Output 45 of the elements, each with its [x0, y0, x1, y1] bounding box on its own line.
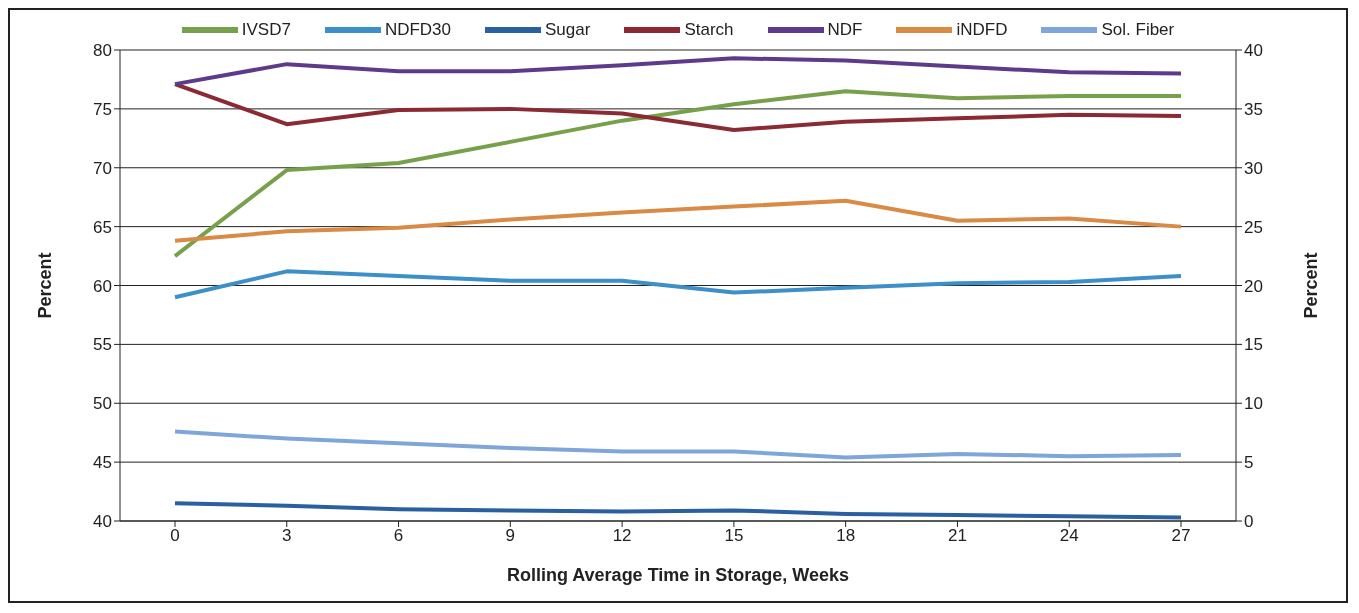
y2-tick-label: 0: [1244, 512, 1254, 532]
y-axis-title: Percent: [35, 252, 56, 319]
y-tick-label: 55: [93, 335, 112, 355]
x-axis-title: Rolling Average Time in Storage, Weeks: [506, 565, 850, 585]
legend-label: Sol. Fiber: [1100, 20, 1175, 40]
y-tick-label: 70: [93, 158, 112, 178]
y-tick-label: 60: [93, 276, 112, 296]
line-series: [173, 269, 1183, 300]
y2-tick-label: 5: [1244, 453, 1254, 473]
line-series: [173, 82, 1183, 133]
y2-tick-label: 25: [1244, 217, 1263, 237]
x-tick-label: 6: [393, 526, 404, 546]
line-series: [173, 501, 1183, 520]
y2-tick-label: 10: [1244, 394, 1263, 414]
legend-label: iNDFD: [955, 20, 1008, 40]
y-tick-label: 65: [93, 217, 112, 237]
x-tick-label: 15: [724, 526, 744, 546]
y-tick-label: 80: [93, 41, 112, 61]
legend-label: Sugar: [544, 20, 591, 40]
x-tick-label: 3: [282, 526, 292, 546]
y-tick-label: 45: [93, 453, 112, 473]
x-tick-label: 27: [1171, 526, 1191, 546]
y2-tick-label: 30: [1244, 158, 1263, 178]
x-tick-label: 0: [170, 526, 180, 546]
y2-axis-title: Percent: [1301, 252, 1322, 319]
x-tick-label: 18: [836, 526, 856, 546]
legend-label: NDF: [826, 20, 863, 40]
x-tick-label: 24: [1059, 526, 1079, 546]
y2-tick-label: 20: [1244, 276, 1263, 296]
y-tick-label: 40: [93, 512, 112, 532]
line-series: [173, 56, 1183, 87]
legend-label: IVSD7: [240, 20, 291, 40]
legend-label: NDFD30: [383, 20, 452, 40]
line-series: [173, 429, 1183, 460]
x-tick-label: 12: [612, 526, 632, 546]
x-tick-label: 9: [505, 526, 516, 546]
y2-tick-label: 40: [1244, 41, 1263, 61]
x-tick-label: 21: [947, 526, 967, 546]
y-tick-label: 50: [93, 394, 112, 414]
legend-label: Starch: [683, 20, 734, 40]
line-series: [173, 198, 1183, 243]
y-tick-label: 75: [93, 99, 112, 119]
y2-tick-label: 35: [1244, 99, 1263, 119]
y2-tick-label: 15: [1244, 335, 1263, 355]
line-series: [173, 89, 1183, 259]
